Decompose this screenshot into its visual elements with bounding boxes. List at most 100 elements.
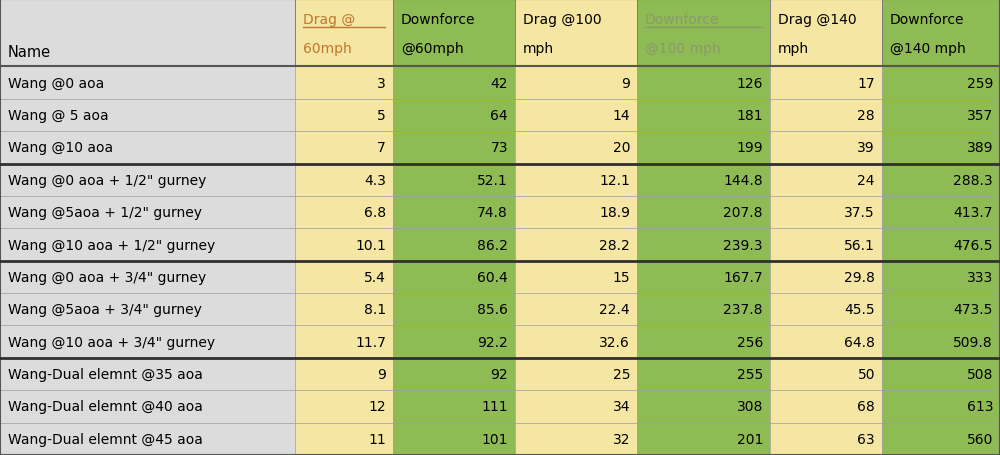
Text: 5: 5 <box>377 109 386 123</box>
Text: 52.1: 52.1 <box>477 173 508 187</box>
Bar <box>770 293 882 326</box>
Bar <box>637 229 770 261</box>
Text: 126: 126 <box>736 76 763 91</box>
Text: 22.4: 22.4 <box>599 303 630 317</box>
Text: 10.1: 10.1 <box>355 238 386 252</box>
Text: 60.4: 60.4 <box>477 270 508 284</box>
Text: 24: 24 <box>858 173 875 187</box>
Text: 239.3: 239.3 <box>724 238 763 252</box>
Bar <box>0 326 295 358</box>
Text: 4.3: 4.3 <box>364 173 386 187</box>
Text: 5.4: 5.4 <box>364 270 386 284</box>
Text: Wang @0 aoa + 1/2" gurney: Wang @0 aoa + 1/2" gurney <box>8 173 206 187</box>
Text: 207.8: 207.8 <box>724 206 763 220</box>
Text: 333: 333 <box>967 270 993 284</box>
Text: 473.5: 473.5 <box>954 303 993 317</box>
Bar <box>882 100 1000 132</box>
Text: 45.5: 45.5 <box>844 303 875 317</box>
Bar <box>393 197 515 229</box>
Text: Wang @0 aoa: Wang @0 aoa <box>8 76 104 91</box>
Text: 42: 42 <box>490 76 508 91</box>
Text: 255: 255 <box>737 367 763 381</box>
Bar <box>295 261 393 293</box>
Text: 357: 357 <box>967 109 993 123</box>
Bar <box>882 261 1000 293</box>
Bar <box>0 100 295 132</box>
Bar <box>393 423 515 455</box>
Bar <box>515 423 637 455</box>
Text: Wang-Dual elemnt @40 aoa: Wang-Dual elemnt @40 aoa <box>8 399 203 414</box>
Text: 39: 39 <box>857 141 875 155</box>
Bar <box>295 67 393 100</box>
Bar <box>515 132 637 164</box>
Text: 32: 32 <box>612 432 630 446</box>
Bar <box>515 67 637 100</box>
Bar <box>770 197 882 229</box>
Text: 14: 14 <box>612 109 630 123</box>
Bar <box>770 164 882 197</box>
Bar <box>515 261 637 293</box>
Bar <box>770 100 882 132</box>
Text: Drag @140: Drag @140 <box>778 13 857 27</box>
Bar <box>0 423 295 455</box>
Bar <box>0 358 295 390</box>
Bar <box>637 100 770 132</box>
Text: 259: 259 <box>967 76 993 91</box>
Text: 6.8: 6.8 <box>364 206 386 220</box>
Text: 11: 11 <box>368 432 386 446</box>
Text: 389: 389 <box>966 141 993 155</box>
Bar <box>0 229 295 261</box>
Text: 256: 256 <box>737 335 763 349</box>
Text: 413.7: 413.7 <box>954 206 993 220</box>
Text: Wang @5aoa + 3/4" gurney: Wang @5aoa + 3/4" gurney <box>8 303 202 317</box>
Text: 144.8: 144.8 <box>723 173 763 187</box>
Text: 34: 34 <box>612 399 630 414</box>
Text: 12.1: 12.1 <box>599 173 630 187</box>
Bar <box>393 0 515 67</box>
Bar <box>393 67 515 100</box>
Bar <box>295 423 393 455</box>
Bar <box>637 261 770 293</box>
Bar <box>770 358 882 390</box>
Text: 28: 28 <box>857 109 875 123</box>
Text: 101: 101 <box>482 432 508 446</box>
Text: 64.8: 64.8 <box>844 335 875 349</box>
Bar <box>0 0 295 67</box>
Bar <box>637 293 770 326</box>
Bar <box>882 0 1000 67</box>
Text: 17: 17 <box>857 76 875 91</box>
Bar <box>295 326 393 358</box>
Text: 68: 68 <box>857 399 875 414</box>
Bar <box>637 326 770 358</box>
Bar <box>770 261 882 293</box>
Text: 288.3: 288.3 <box>953 173 993 187</box>
Bar <box>770 67 882 100</box>
Text: 7: 7 <box>377 141 386 155</box>
Text: 56.1: 56.1 <box>844 238 875 252</box>
Bar <box>882 132 1000 164</box>
Bar <box>637 358 770 390</box>
Bar <box>770 326 882 358</box>
Text: 64: 64 <box>490 109 508 123</box>
Bar <box>0 197 295 229</box>
Bar <box>393 100 515 132</box>
Bar <box>637 67 770 100</box>
Bar <box>770 423 882 455</box>
Bar <box>515 0 637 67</box>
Bar <box>393 293 515 326</box>
Text: @60mph: @60mph <box>401 41 464 56</box>
Text: 63: 63 <box>857 432 875 446</box>
Text: 237.8: 237.8 <box>724 303 763 317</box>
Bar <box>295 229 393 261</box>
Text: 9: 9 <box>621 76 630 91</box>
Text: 73: 73 <box>490 141 508 155</box>
Bar <box>393 358 515 390</box>
Text: @140 mph: @140 mph <box>890 41 966 56</box>
Text: 508: 508 <box>967 367 993 381</box>
Text: 3: 3 <box>377 76 386 91</box>
Text: 476.5: 476.5 <box>954 238 993 252</box>
Text: 20: 20 <box>612 141 630 155</box>
Bar <box>515 390 637 423</box>
Bar <box>393 326 515 358</box>
Bar <box>295 132 393 164</box>
